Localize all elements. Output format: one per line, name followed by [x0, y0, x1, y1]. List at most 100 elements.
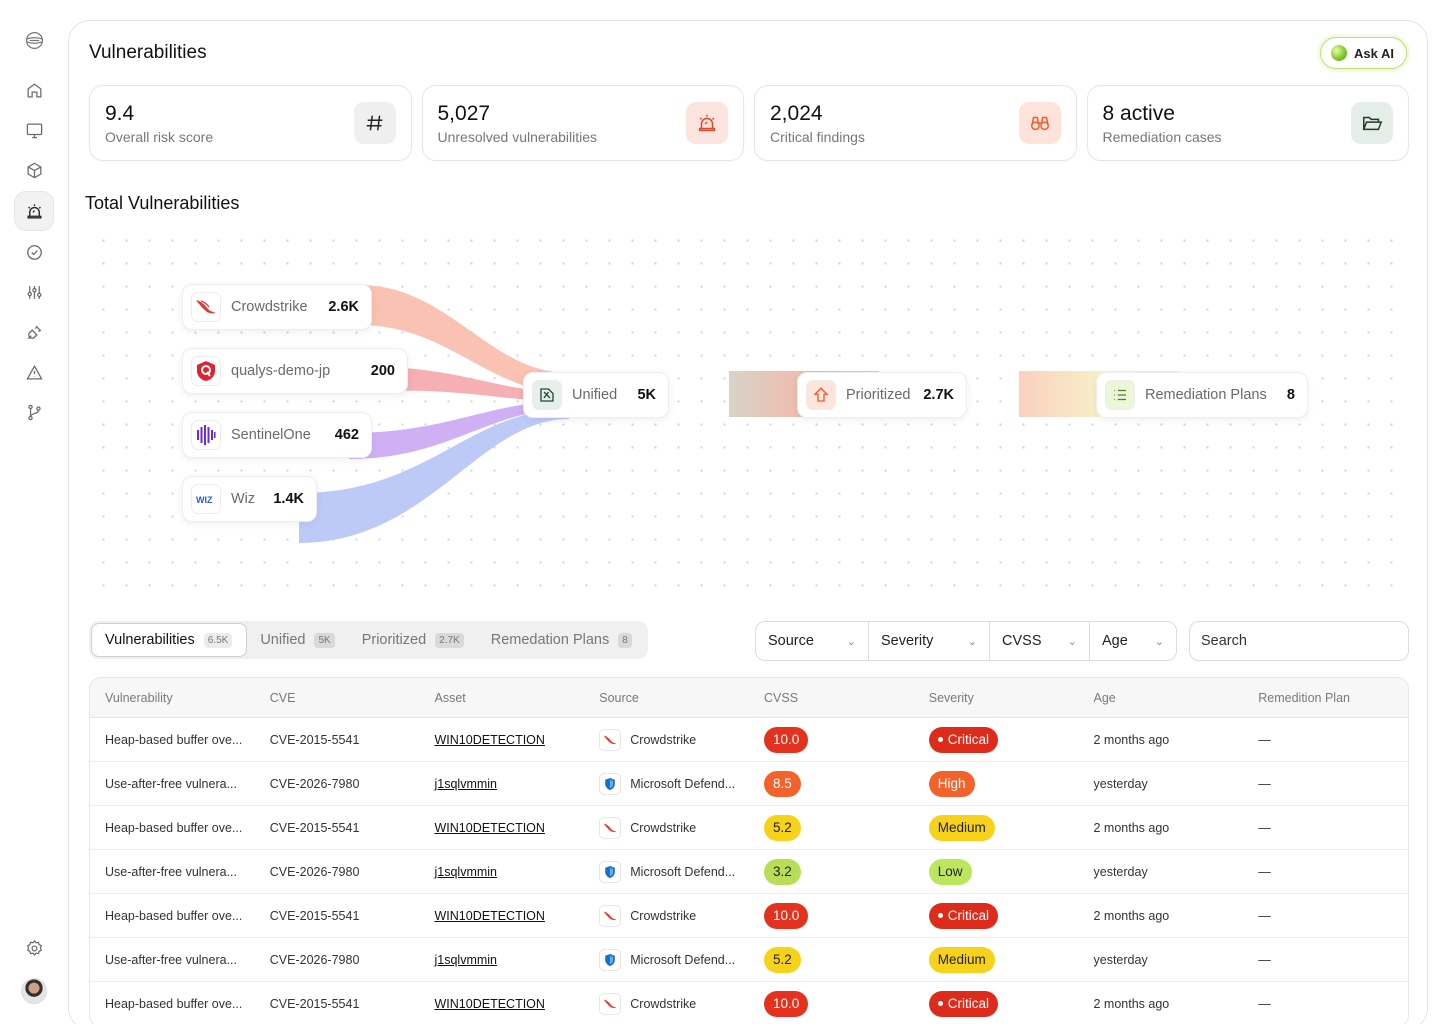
ask-ai-button[interactable]: Ask AI	[1320, 37, 1407, 69]
node-label: qualys-demo-jp	[231, 363, 331, 379]
severity-badge: Critical	[928, 902, 999, 929]
warning-icon[interactable]	[14, 352, 54, 392]
severity-cell: Critical	[914, 990, 1079, 1017]
sentinelone-icon	[191, 420, 221, 450]
page-title: Vulnerabilities	[89, 42, 207, 63]
flow-node-unified[interactable]: Unified 5K	[523, 372, 669, 418]
chevron-down-icon: ⌄	[846, 635, 856, 648]
flow-node-remediation-plans[interactable]: Remediation Plans 8	[1096, 372, 1308, 418]
logo-icon[interactable]	[14, 20, 54, 60]
vulnerability-flow: Crowdstrike 2.6K qualys-demo-jp 200 Sent…	[89, 221, 1409, 591]
node-count: 2.6K	[328, 299, 359, 315]
cvss-cell: 8.5	[749, 770, 914, 797]
filter-severity[interactable]: Severity ⌄	[869, 622, 990, 660]
flow-node-sentinelone[interactable]: SentinelOne 462	[182, 412, 372, 458]
flow-node-prioritized[interactable]: Prioritized 2.7K	[797, 372, 967, 418]
table-row[interactable]: Heap-based buffer ove... CVE-2015-5541 WIN…	[90, 806, 1408, 850]
asset-link[interactable]: j1sqlvmmin	[434, 952, 498, 967]
column-header[interactable]: Age	[1093, 690, 1116, 705]
list-icon	[1105, 380, 1135, 410]
tab-unified[interactable]: Unified 5K	[247, 623, 348, 657]
cube-icon[interactable]	[14, 150, 54, 190]
table-row[interactable]: Use-after-free vulnera... CVE-2026-7980 j1…	[90, 938, 1408, 982]
asset-link[interactable]: WIN10DETECTION	[434, 732, 545, 747]
stat-label: Remediation cases	[1102, 129, 1222, 145]
crowdstrike-icon	[599, 992, 622, 1015]
plug-icon[interactable]	[14, 312, 54, 352]
table-row[interactable]: Heap-based buffer ove... CVE-2015-5541 WIN…	[90, 718, 1408, 762]
branch-icon[interactable]	[14, 392, 54, 432]
table-row[interactable]: Heap-based buffer ove... CVE-2015-5541 WIN…	[90, 894, 1408, 938]
status-dot	[937, 913, 943, 918]
crowdstrike-icon	[191, 292, 221, 322]
age-cell: yesterday	[1093, 776, 1148, 791]
cvss-badge: 10.0	[764, 726, 809, 753]
flow-node-qualys[interactable]: qualys-demo-jp 200	[182, 348, 408, 394]
asset-link[interactable]: WIN10DETECTION	[434, 908, 545, 923]
column-header[interactable]: CVSS	[764, 690, 799, 705]
filter-cvss[interactable]: CVSS ⌄	[990, 622, 1090, 660]
search-input[interactable]	[1189, 621, 1409, 661]
home-icon[interactable]	[14, 70, 54, 110]
vulnerability-cell: Heap-based buffer ove...	[105, 732, 243, 747]
tab-label: Unified	[260, 632, 306, 648]
avatar[interactable]	[21, 978, 47, 1004]
vulnerability-cell: Use-after-free vulnera...	[105, 952, 237, 967]
column-header[interactable]: Severity	[928, 690, 974, 705]
chevron-down-icon: ⌄	[1154, 635, 1164, 648]
stat-label: Critical findings	[770, 129, 865, 145]
column-header[interactable]: CVE	[269, 690, 296, 705]
asset-link[interactable]: WIN10DETECTION	[434, 820, 545, 835]
tab-prioritized[interactable]: Prioritized 2.7K	[349, 623, 478, 657]
column-header[interactable]: Remedition Plan	[1258, 690, 1350, 705]
filter-source[interactable]: Source ⌄	[756, 622, 869, 660]
cve-cell: CVE-2026-7980	[269, 776, 360, 791]
table-row[interactable]: Heap-based buffer ove... CVE-2015-5541 WIN…	[90, 982, 1408, 1024]
age-cell: yesterday	[1093, 952, 1148, 967]
column-header[interactable]: Vulnerability	[105, 690, 173, 705]
cvss-badge: 5.2	[764, 814, 801, 841]
severity-badge: Medium	[928, 946, 995, 973]
filter-label: Source	[768, 633, 814, 649]
filter-label: Age	[1102, 633, 1128, 649]
main-panel: Vulnerabilities Ask AI 9.4 Overall risk …	[68, 20, 1428, 1024]
source-name: Crowdstrike	[630, 732, 697, 747]
monitor-icon[interactable]	[14, 110, 54, 150]
filter-age[interactable]: Age ⌄	[1090, 622, 1176, 660]
asset-cell: WIN10DETECTION	[420, 909, 585, 923]
source-name: Microsoft Defend...	[630, 776, 736, 791]
check-circle-icon[interactable]	[14, 232, 54, 272]
alarm-icon[interactable]	[14, 191, 54, 231]
severity-badge: Medium	[928, 814, 995, 841]
microsoft-defender-icon	[599, 860, 622, 883]
vulnerability-cell: Heap-based buffer ove...	[105, 908, 243, 923]
flow-node-wiz[interactable]: WIZ Wiz 1.4K	[182, 476, 317, 522]
table-row[interactable]: Use-after-free vulnera... CVE-2026-7980 j1…	[90, 850, 1408, 894]
ai-orb-icon	[1331, 45, 1348, 61]
sliders-icon[interactable]	[14, 272, 54, 312]
settings-icon[interactable]	[14, 928, 54, 968]
link-sentinelone	[349, 401, 569, 459]
stat-card-unresolved: 5,027 Unresolved vulnerabilities	[421, 85, 744, 161]
column-header[interactable]: Asset	[434, 690, 466, 705]
table-row[interactable]: Use-after-free vulnera... CVE-2026-7980 j1…	[90, 762, 1408, 806]
tab-remediation-plans[interactable]: Remedation Plans 8	[478, 623, 646, 657]
wiz-icon: WIZ	[191, 484, 221, 514]
source-name: Microsoft Defend...	[630, 952, 736, 967]
asset-link[interactable]: j1sqlvmmin	[434, 776, 498, 791]
asset-link[interactable]: j1sqlvmmin	[434, 864, 498, 879]
column-header[interactable]: Source	[599, 690, 639, 705]
stat-cards: 9.4 Overall risk score 5,027 Unresolved …	[89, 85, 1409, 161]
source-name: Crowdstrike	[630, 820, 697, 835]
source-cell: Microsoft Defend...	[584, 860, 749, 883]
filter-label: Severity	[881, 633, 934, 649]
tab-vulnerabilities[interactable]: Vulnerabilities 6.5K	[91, 623, 248, 657]
vulnerability-cell: Heap-based buffer ove...	[105, 820, 243, 835]
severity-label: Medium	[937, 820, 986, 835]
tab-badge: 6.5K	[203, 632, 233, 648]
node-label: Unified	[572, 387, 618, 403]
plan-cell: —	[1258, 908, 1271, 923]
asset-link[interactable]: WIN10DETECTION	[434, 996, 545, 1011]
flow-node-crowdstrike[interactable]: Crowdstrike 2.6K	[182, 284, 372, 330]
cve-cell: CVE-2026-7980	[269, 864, 360, 879]
